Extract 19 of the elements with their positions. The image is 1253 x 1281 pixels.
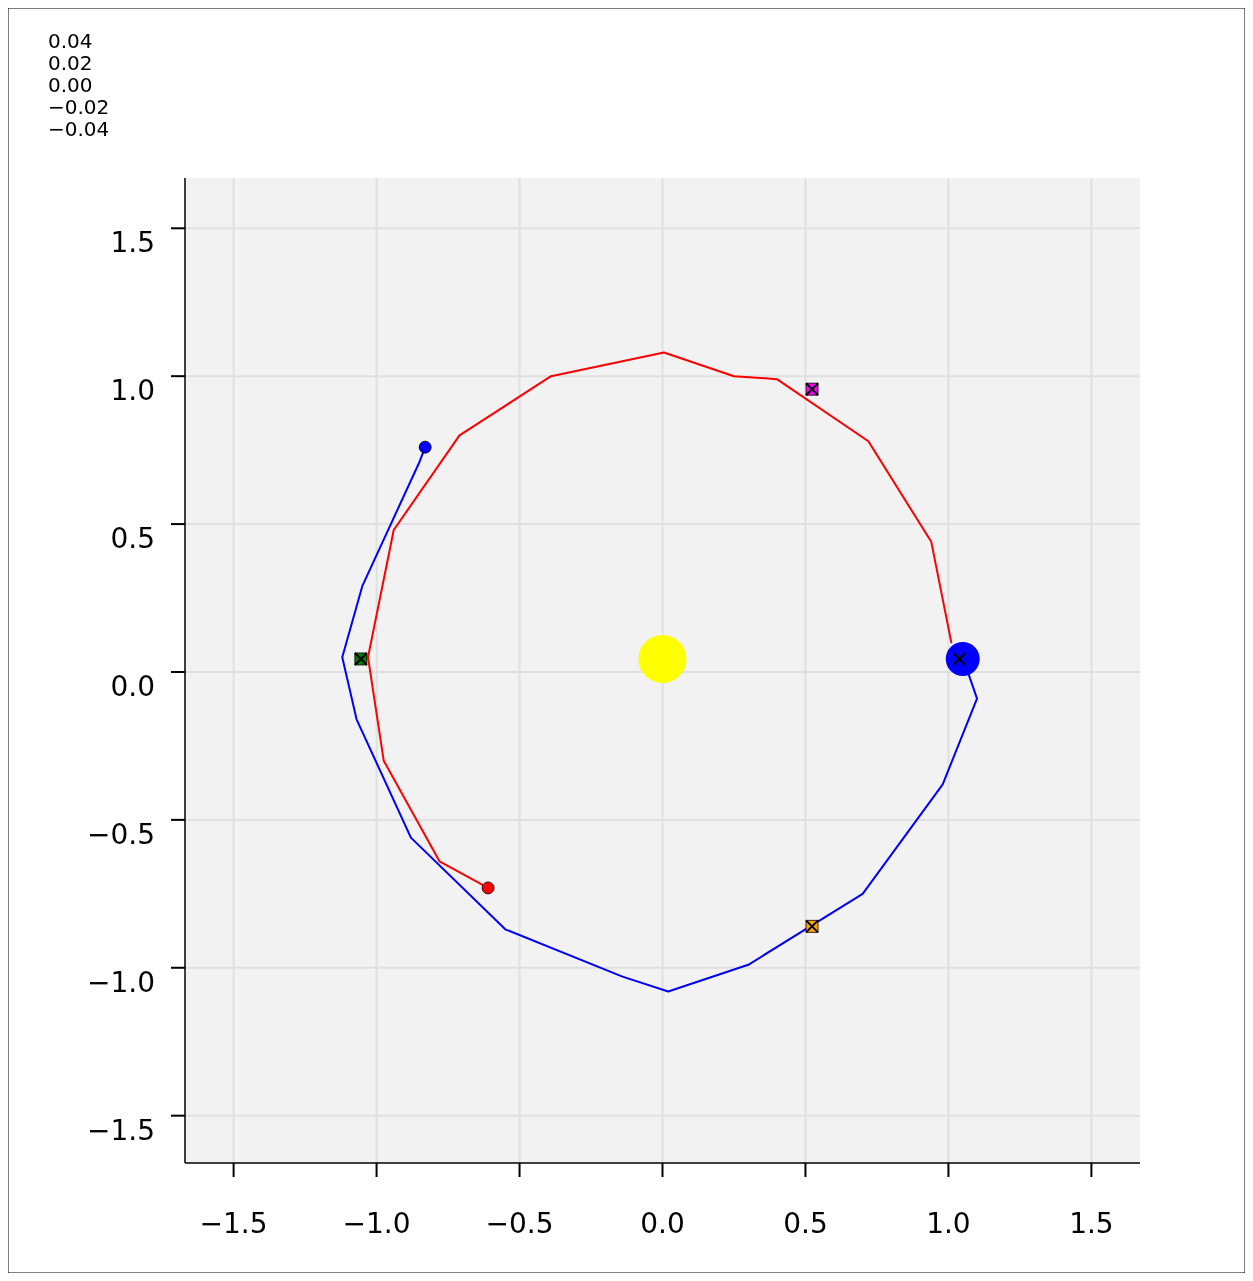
x-tick-label: 0.5 bbox=[783, 1207, 828, 1240]
x-tick-label: −1.5 bbox=[199, 1207, 268, 1240]
y-tick-label: 1.0 bbox=[110, 374, 155, 408]
y-tick-label: −1.0 bbox=[87, 965, 155, 999]
text: 0.04 bbox=[48, 29, 93, 53]
text: 0.02 bbox=[48, 51, 93, 75]
x-tick-label: 1.5 bbox=[1069, 1207, 1114, 1240]
text: −0.04 bbox=[48, 117, 110, 141]
text: 0.00 bbox=[48, 73, 93, 97]
x-tick-label: −1.0 bbox=[342, 1207, 411, 1240]
y-tick-label: −1.5 bbox=[87, 1113, 155, 1147]
x-tick-label: 1.0 bbox=[926, 1207, 971, 1240]
y-tick-label: 0.0 bbox=[110, 669, 155, 703]
x-tick-label: 0.0 bbox=[640, 1207, 685, 1240]
x-tick-label: −0.5 bbox=[485, 1207, 554, 1240]
y-tick-label: 0.5 bbox=[110, 522, 155, 556]
text: −0.02 bbox=[48, 95, 110, 119]
y-tick-label: 1.5 bbox=[110, 226, 155, 260]
y-tick-label: −0.5 bbox=[87, 817, 155, 851]
